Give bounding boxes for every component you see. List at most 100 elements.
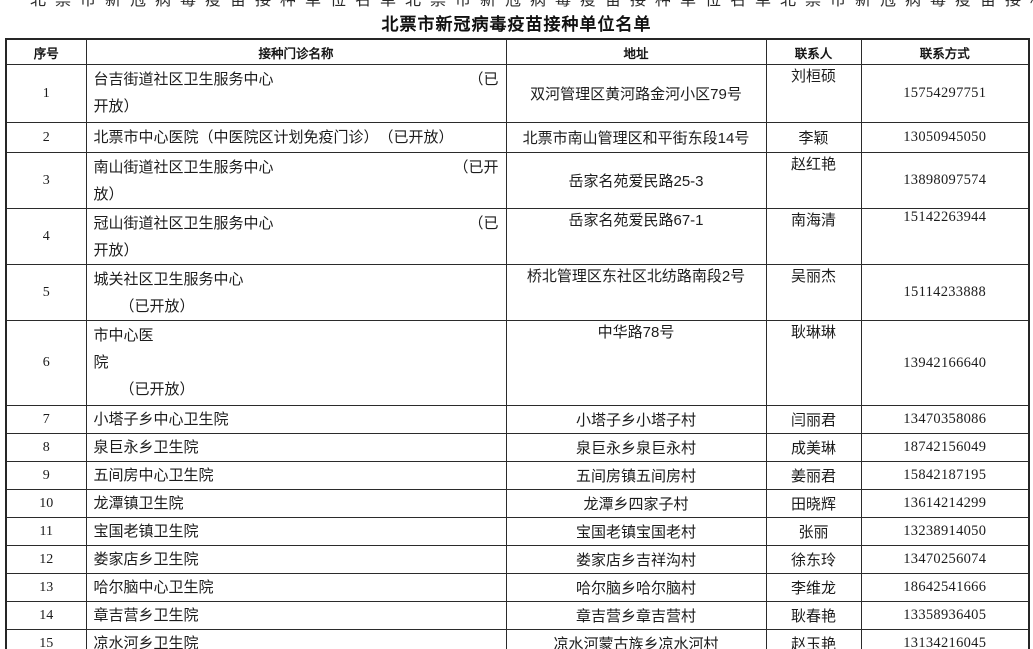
cell-clinic-name: 市中心医院 （已开放） xyxy=(85,320,507,406)
clinic-name-text: 开放） xyxy=(93,242,139,259)
cell-serial: 4 xyxy=(5,208,87,265)
cell-clinic-name: 章吉营乡卫生院 xyxy=(85,601,507,630)
clinic-name-text: 开放） xyxy=(93,98,139,115)
cell-contact-phone: 13470256074 xyxy=(860,545,1030,574)
cell-address: 哈尔脑乡哈尔脑村 xyxy=(505,573,767,602)
cell-address: 双河管理区黄河路金河小区79号 xyxy=(505,64,767,123)
cell-clinic-name: 城关社区卫生服务中心 （已开放） xyxy=(85,264,507,321)
clinic-open-status-text: （已开 xyxy=(453,159,499,176)
cell-serial: 2 xyxy=(5,122,87,153)
cell-clinic-name: 冠山街道社区卫生服务中心 （已开放） xyxy=(85,208,507,265)
cell-contact-phone: 18742156049 xyxy=(860,433,1030,462)
clinic-name-line: （已开放） xyxy=(94,376,499,403)
table-row: 10 龙潭镇卫生院 龙潭乡四家子村 田晓辉 13614214299 xyxy=(5,489,1030,518)
cell-contact-phone: 13238914050 xyxy=(860,517,1030,546)
clipped-top-text-row: 北票市新冠病毒疫苗接种单位名单北票市新冠病毒疫苗接种单位名单北票市新冠病毒疫苗接… xyxy=(0,0,1033,12)
vaccination-units-table: 序号 接种门诊名称 地址 联系人 联系方式 1 台吉街道社区卫生服务中心 （已 开放） 双河管理… xyxy=(5,38,1030,649)
clinic-name-text: 娄家店乡卫生院 xyxy=(93,551,199,568)
cell-contact-person: 耿琳琳 xyxy=(765,320,862,406)
cell-contact-person: 刘桓硕 xyxy=(765,64,862,123)
cell-serial: 8 xyxy=(5,433,87,462)
cell-clinic-name: 北票市中心医院（中医院区计划免疫门诊） （已开放） xyxy=(85,122,507,153)
clinic-name-line: 城关社区卫生服务中心 xyxy=(94,266,499,293)
cell-serial: 11 xyxy=(5,517,87,546)
clinic-name-text: 小塔子乡中心卫生院 xyxy=(93,411,229,428)
clinic-name-line: 小塔子乡中心卫生院 xyxy=(93,407,499,433)
cell-clinic-name: 南山街道社区卫生服务中心 （已开放） xyxy=(85,152,507,209)
clinic-name-text: 南山街道社区卫生服务中心 xyxy=(93,159,274,176)
cell-contact-phone: 13898097574 xyxy=(860,152,1030,209)
clinic-name-text: 城关社区卫生服务中心 xyxy=(93,271,244,288)
cell-serial: 14 xyxy=(5,601,87,630)
cell-serial: 6 xyxy=(5,320,87,406)
table-row: 3 南山街道社区卫生服务中心 （已开 放） 岳家名苑爱民路25-3 赵红艳 13898097… xyxy=(5,152,1030,209)
clinic-name-line: 娄家店乡卫生院 xyxy=(93,547,499,573)
cell-contact-phone: 13358936405 xyxy=(860,601,1030,630)
cell-serial: 7 xyxy=(5,405,87,434)
table-row: 4 冠山街道社区卫生服务中心 （已 开放） 岳家名苑爱民路67-1 南海清 15142263… xyxy=(5,208,1030,265)
clinic-name-text: 龙潭镇卫生院 xyxy=(93,495,184,512)
table-row: 11 宝国老镇卫生院 宝国老镇宝国老村 张丽 13238914050 xyxy=(5,517,1030,546)
clinic-open-status-text: （已 xyxy=(468,71,499,88)
table-row: 15 凉水河乡卫生院 凉水河蒙古族乡凉水河村 赵玉艳 13134216045 xyxy=(5,629,1030,649)
clinic-name-text: 五间房中心卫生院 xyxy=(93,467,214,484)
cell-contact-phone: 13470358086 xyxy=(860,405,1030,434)
cell-clinic-name: 哈尔脑中心卫生院 xyxy=(85,573,507,602)
clinic-name-line: 龙潭镇卫生院 xyxy=(93,491,499,517)
cell-clinic-name: 凉水河乡卫生院 xyxy=(85,629,507,649)
cell-contact-person: 吴丽杰 xyxy=(765,264,862,321)
cell-contact-person: 徐东玲 xyxy=(765,545,862,574)
cell-address: 小塔子乡小塔子村 xyxy=(505,405,767,434)
column-header-serial: 序号 xyxy=(5,38,87,65)
cell-address: 五间房镇五间房村 xyxy=(505,461,767,490)
table-row: 5 城关社区卫生服务中心 （已开放） 桥北管理区东社区北纺路南段2号 吴丽杰 151142… xyxy=(5,264,1030,321)
cell-clinic-name: 龙潭镇卫生院 xyxy=(85,489,507,518)
cell-contact-phone: 15754297751 xyxy=(860,64,1030,123)
cell-address: 龙潭乡四家子村 xyxy=(505,489,767,518)
cell-contact-person: 李颖 xyxy=(765,122,862,153)
clinic-name-text: 宝国老镇卫生院 xyxy=(93,523,199,540)
clinic-name-text: 放） xyxy=(93,186,124,203)
cell-address: 岳家名苑爱民路67-1 xyxy=(505,208,767,265)
cell-contact-phone: 13050945050 xyxy=(860,122,1030,153)
cell-address: 凉水河蒙古族乡凉水河村 xyxy=(505,629,767,649)
cell-contact-phone: 15842187195 xyxy=(860,461,1030,490)
cell-clinic-name: 宝国老镇卫生院 xyxy=(85,517,507,546)
cell-contact-phone: 13614214299 xyxy=(860,489,1030,518)
clinic-name-line: 开放） xyxy=(94,93,499,120)
cell-address: 章吉营乡章吉营村 xyxy=(505,601,767,630)
clinic-name-text: 院 xyxy=(93,354,109,371)
column-header-address: 地址 xyxy=(505,38,767,65)
clinic-open-status-text: （已 xyxy=(468,215,499,232)
cell-contact-phone: 15142263944 xyxy=(860,208,1030,265)
cell-contact-person: 南海清 xyxy=(765,208,862,265)
cell-address: 宝国老镇宝国老村 xyxy=(505,517,767,546)
cell-serial: 5 xyxy=(5,264,87,321)
clinic-name-line: 冠山街道社区卫生服务中心 （已 xyxy=(94,210,499,237)
clinic-name-text: （已开放） xyxy=(119,298,195,315)
clinic-name-text: （已开放） xyxy=(119,381,195,398)
column-header-contact-person: 联系人 xyxy=(765,38,862,65)
cell-address: 岳家名苑爱民路25-3 xyxy=(505,152,767,209)
header-row: 序号 接种门诊名称 地址 联系人 联系方式 xyxy=(5,38,1030,65)
cell-clinic-name: 泉巨永乡卫生院 xyxy=(85,433,507,462)
table-row: 2 北票市中心医院（中医院区计划免疫门诊） （已开放） 北票市南山管理区和平街东段1… xyxy=(5,122,1030,153)
cell-serial: 12 xyxy=(5,545,87,574)
clinic-name-line: 泉巨永乡卫生院 xyxy=(94,435,499,461)
cell-serial: 9 xyxy=(5,461,87,490)
cell-contact-phone: 13134216045 xyxy=(860,629,1030,649)
table-row: 12 娄家店乡卫生院 娄家店乡吉祥沟村 徐东玲 13470256074 xyxy=(5,545,1030,574)
clinic-name-text: 市中心医 xyxy=(93,327,154,344)
cell-contact-person: 张丽 xyxy=(765,517,862,546)
cell-contact-person: 赵红艳 xyxy=(765,152,862,209)
cell-serial: 1 xyxy=(5,64,87,123)
cell-serial: 10 xyxy=(5,489,87,518)
cell-contact-person: 姜丽君 xyxy=(765,461,862,490)
cell-contact-phone: 15114233888 xyxy=(860,264,1030,321)
cell-contact-person: 李维龙 xyxy=(765,573,862,602)
cell-contact-person: 耿春艳 xyxy=(765,601,862,630)
column-header-clinic-name: 接种门诊名称 xyxy=(85,38,507,65)
cell-address: 娄家店乡吉祥沟村 xyxy=(505,545,767,574)
table-header: 序号 接种门诊名称 地址 联系人 联系方式 xyxy=(5,38,1030,65)
